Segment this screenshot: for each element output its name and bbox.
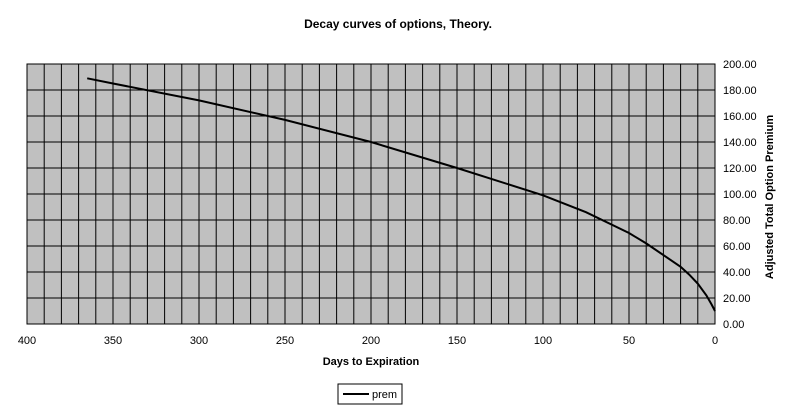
y-axis-label: Adjusted Total Option Premium	[764, 115, 776, 279]
y-tick-label: 60.00	[723, 241, 751, 253]
y-tick-label: 180.00	[723, 85, 757, 97]
x-tick-label: 300	[190, 335, 208, 347]
x-axis-ticks: 400 350 300 250 200 150 100 50 0	[18, 335, 718, 347]
x-tick-label: 150	[448, 335, 466, 347]
x-tick-label: 350	[104, 335, 122, 347]
y-tick-label: 140.00	[723, 137, 757, 149]
y-tick-label: 40.00	[723, 267, 751, 279]
legend-entry-prem: prem	[372, 389, 397, 401]
x-axis-label: Days to Expiration	[323, 356, 420, 368]
x-tick-label: 250	[276, 335, 294, 347]
y-axis-ticks: 0.00 20.00 40.00 60.00 80.00 100.00 120.00 140.…	[723, 59, 757, 331]
y-tick-label: 160.00	[723, 111, 757, 123]
y-tick-label: 80.00	[723, 215, 751, 227]
y-tick-label: 0.00	[723, 319, 744, 331]
x-tick-label: 400	[18, 335, 36, 347]
chart-title: Decay curves of options, Theory.	[304, 17, 492, 31]
x-tick-label: 50	[623, 335, 635, 347]
y-tick-label: 20.00	[723, 293, 751, 305]
y-tick-label: 200.00	[723, 59, 757, 71]
y-tick-label: 120.00	[723, 163, 757, 175]
y-tick-label: 100.00	[723, 189, 757, 201]
x-tick-label: 0	[712, 335, 718, 347]
x-tick-label: 200	[362, 335, 380, 347]
series-line-prem	[87, 77, 716, 312]
legend: prem	[337, 383, 403, 405]
grid-lines	[27, 64, 715, 324]
x-tick-label: 100	[534, 335, 552, 347]
legend-box	[337, 383, 403, 405]
